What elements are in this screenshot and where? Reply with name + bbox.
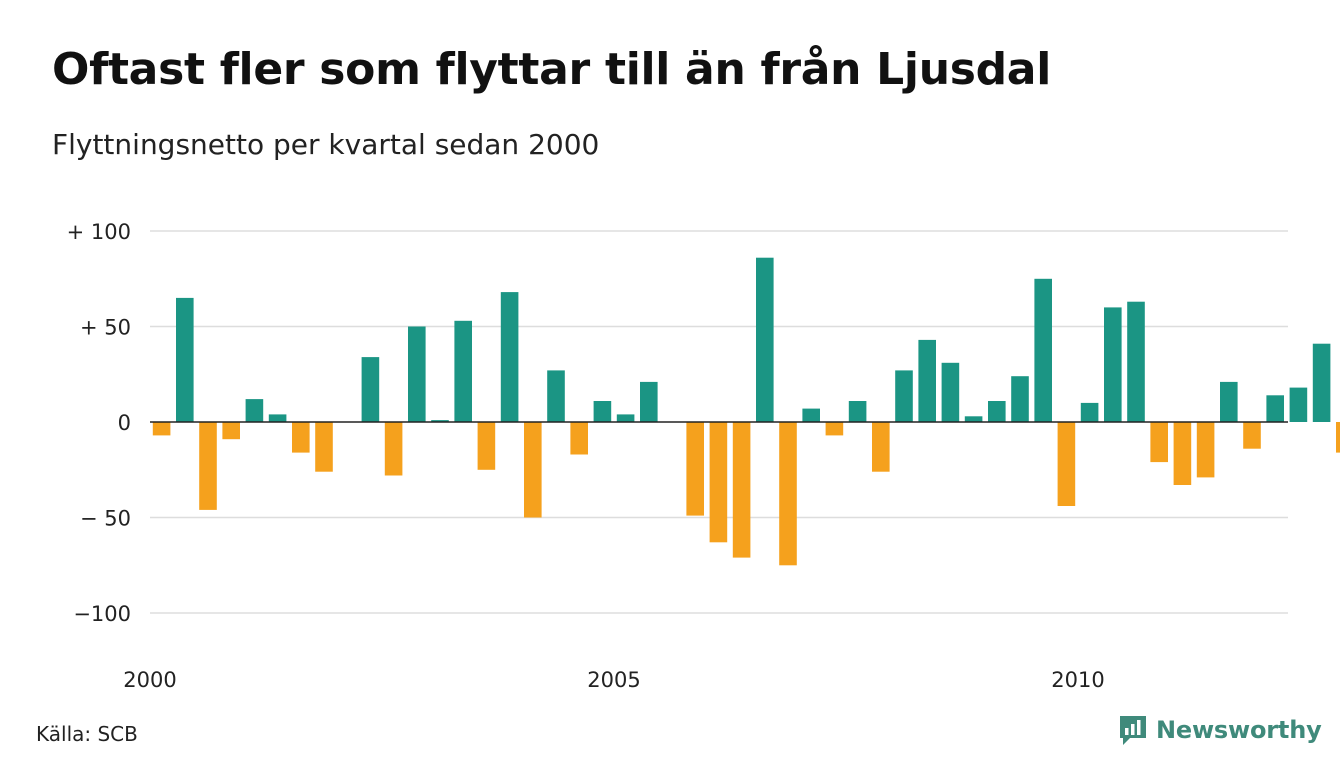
x-tick-label: 2005 <box>587 668 640 692</box>
bar <box>408 326 426 422</box>
bar <box>500 292 519 422</box>
bar <box>1173 422 1192 485</box>
y-tick-label: −100 <box>73 602 131 626</box>
bar <box>1127 301 1145 422</box>
bar <box>547 370 565 422</box>
chart-title: Oftast fler som flyttar till än från Lju… <box>52 44 1051 95</box>
bar <box>268 414 287 422</box>
bar <box>1266 395 1284 422</box>
bar <box>1011 376 1029 422</box>
bar <box>1312 343 1331 422</box>
brand-name: Newsworthy <box>1156 716 1322 744</box>
newsworthy-logo-icon <box>1120 716 1146 745</box>
brand-logo[interactable]: Newsworthy <box>1118 714 1322 746</box>
bar <box>895 370 913 422</box>
bar <box>918 339 936 422</box>
bar <box>1336 422 1340 453</box>
bar <box>593 401 612 422</box>
bar <box>176 297 194 422</box>
y-tick-label: + 100 <box>67 220 131 244</box>
bar <box>1034 278 1052 423</box>
x-tick-label: 2000 <box>123 668 176 692</box>
bar <box>315 422 333 472</box>
bar <box>431 420 449 422</box>
bar <box>802 408 820 422</box>
bar <box>152 422 171 436</box>
x-tick-label: 2010 <box>1051 668 1104 692</box>
bar <box>292 422 310 453</box>
y-tick-label: − 50 <box>80 507 131 531</box>
bar <box>454 320 472 422</box>
y-tick-label: 0 <box>118 411 131 435</box>
bar <box>1104 307 1122 422</box>
bar <box>988 401 1006 422</box>
bar <box>361 357 380 422</box>
bar <box>1057 422 1076 506</box>
bar <box>570 422 588 455</box>
bar <box>709 422 728 543</box>
bar <box>964 416 983 422</box>
bar <box>616 414 635 422</box>
chart-subtitle: Flyttningsnetto per kvartal sedan 2000 <box>52 128 600 161</box>
bar <box>825 422 844 436</box>
y-tick-label: + 50 <box>80 316 131 340</box>
bar <box>1243 422 1261 449</box>
bar <box>1220 381 1238 422</box>
bar <box>872 422 890 472</box>
bar-chart: + 100+ 500− 50−10020002005201020152020 <box>67 220 1340 692</box>
bar <box>245 399 264 422</box>
source-note: Källa: SCB <box>36 722 138 746</box>
bar <box>686 422 704 516</box>
bar <box>1080 402 1099 422</box>
bar <box>779 422 797 566</box>
bar <box>640 381 658 422</box>
bar <box>732 422 751 558</box>
bar <box>756 257 774 422</box>
bar <box>848 401 867 422</box>
bar <box>1196 422 1215 478</box>
bar <box>1150 422 1168 463</box>
bar <box>1289 387 1308 422</box>
bar <box>222 422 240 440</box>
bar <box>384 422 403 476</box>
bar <box>941 362 960 422</box>
bar <box>524 422 542 518</box>
bar <box>477 422 496 470</box>
bar <box>199 422 217 510</box>
